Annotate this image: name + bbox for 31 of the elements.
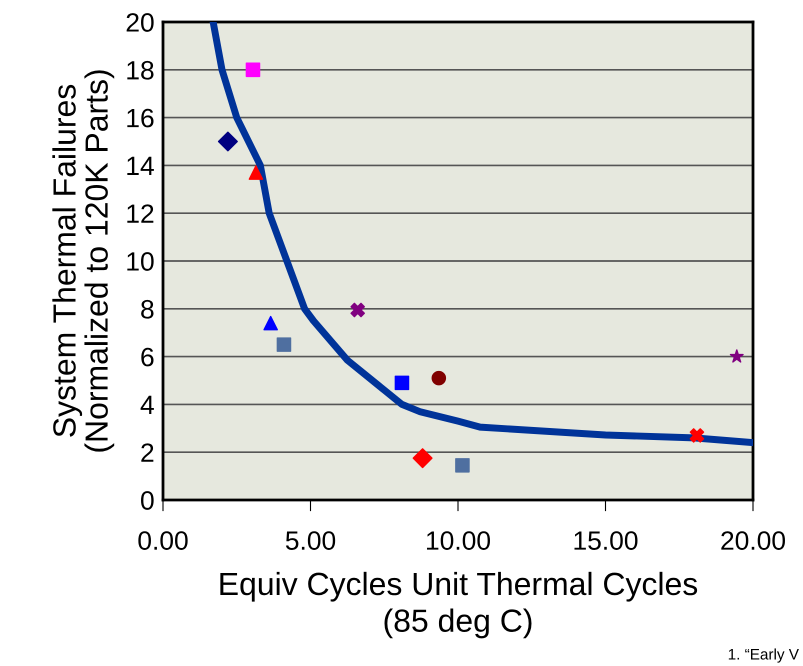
- y-tick-label: 4: [140, 396, 154, 414]
- point: [263, 316, 278, 330]
- point: [246, 62, 260, 78]
- point: [350, 302, 365, 318]
- point: [412, 448, 433, 468]
- y-tick-label: 16: [127, 108, 154, 128]
- x-tick-label: 20.00: [721, 531, 785, 550]
- y-tick-label: 0: [141, 491, 154, 510]
- y-tick-label: 10: [127, 252, 154, 271]
- point: [276, 337, 292, 352]
- point: [432, 370, 446, 386]
- x-tick-label: 10.00: [426, 531, 490, 550]
- point: [455, 458, 470, 473]
- point: [394, 376, 410, 390]
- y-tick-label: 12: [127, 204, 154, 223]
- x-axis-title: Equiv Cycles Unit Thermal Cycles (85 deg C): [220, 572, 698, 638]
- point: [248, 165, 264, 180]
- y-tick-label: 8: [141, 300, 154, 319]
- y-tick-label: 20: [126, 13, 154, 32]
- y-tick-label: 18: [127, 60, 154, 80]
- y-tick-label: 14: [127, 156, 154, 175]
- point: [218, 131, 238, 152]
- x-tick-label: 0.00: [138, 531, 188, 550]
- y-axis-title: System Thermal Failures (Normalized to 120K Parts): [52, 70, 114, 452]
- text: 1. “Early V: [728, 648, 799, 663]
- x-tick-label: 15.00: [574, 531, 638, 550]
- point: [730, 349, 744, 363]
- y-tick-label: 2: [141, 443, 154, 462]
- x-tick-label: 5.00: [286, 531, 336, 550]
- y-tick-label: 6: [141, 348, 154, 366]
- point: [690, 428, 704, 443]
